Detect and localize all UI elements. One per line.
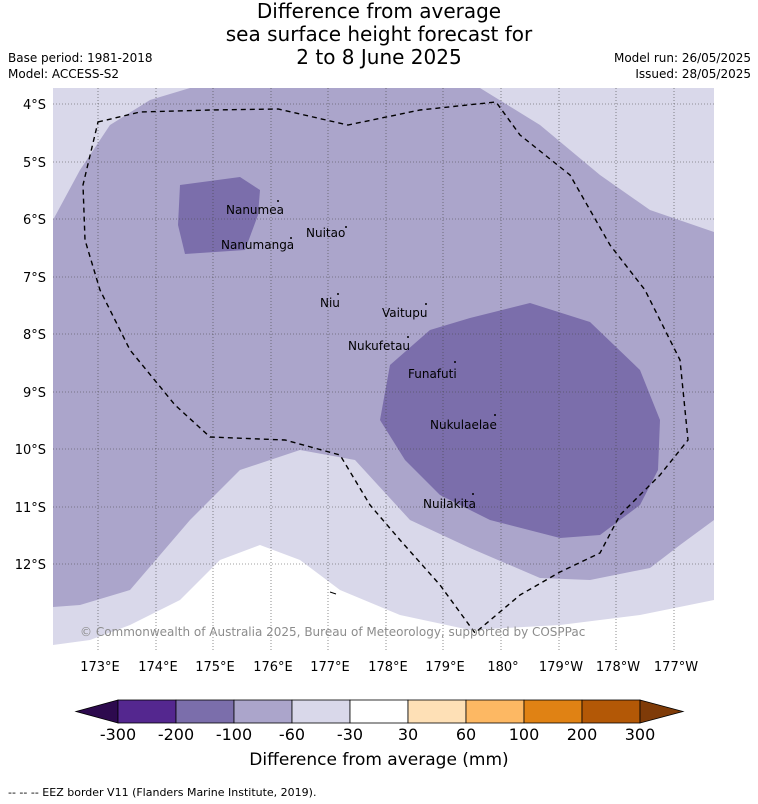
island-dot: [407, 336, 409, 338]
colorbar-segment: [233, 699, 293, 724]
copyright-notice: © Commonwealth of Australia 2025, Bureau…: [80, 625, 585, 639]
island-dot: [425, 303, 427, 305]
colorbar-tick-label: -100: [215, 725, 253, 744]
longitude-labels: 173°E 174°E 175°E 176°E 177°E 178°E 179°E 180° 1…: [80, 660, 698, 675]
lat-label: 7°S: [23, 271, 46, 286]
place-label: Nanumanga: [221, 238, 294, 252]
lat-label: 10°S: [15, 443, 46, 458]
colorbar-title: Difference from average (mm): [249, 750, 509, 770]
place-label: Nukufetau: [348, 339, 410, 353]
place-label: Vaitupu: [382, 306, 428, 320]
place-label: Nukulaelae: [430, 418, 497, 432]
colorbar: [74, 699, 685, 724]
eez-border: [82, 101, 689, 635]
island-speck: [329, 591, 337, 595]
title-line-2: sea surface height forecast for: [225, 22, 533, 46]
place-label: Niu: [320, 296, 340, 310]
colorbar-segment: [407, 699, 467, 724]
issued-date: Issued: 28/05/2025: [635, 67, 751, 81]
contour-band-mid-west: [178, 177, 260, 254]
place-label: Nanumea: [226, 203, 284, 217]
lat-label: 8°S: [23, 328, 46, 343]
lat-label: 6°S: [23, 213, 46, 228]
model-run: Model run: 26/05/2025: [613, 51, 751, 65]
lon-label: 180°: [487, 660, 518, 675]
lon-label: 175°E: [195, 660, 235, 675]
colorbar-segment: [523, 699, 583, 724]
island-dot: [454, 361, 456, 363]
lat-label: 5°S: [23, 156, 46, 171]
island-dot: [494, 414, 496, 416]
colorbar-tick-label: -60: [278, 725, 306, 744]
lon-label: 173°E: [80, 660, 120, 675]
graticule: [53, 88, 714, 651]
lat-label: 4°S: [23, 98, 46, 113]
colorbar-tick-label: -200: [157, 725, 195, 744]
colorbar-segment: [175, 699, 235, 724]
lat-label: 12°S: [15, 558, 46, 573]
colorbar-tick-label: 300: [624, 725, 656, 744]
lon-label: 176°E: [253, 660, 293, 675]
lat-label: 11°S: [15, 501, 46, 516]
lat-label: 9°S: [23, 386, 46, 401]
contour-band-mid-east: [380, 303, 660, 538]
place-labels: Nanumea Nuitao Nanumanga Niu Vaitupu Nukufeta…: [221, 200, 497, 511]
title-line-3: 2 to 8 June 2025: [296, 45, 462, 69]
title-line-1: Difference from average: [256, 0, 502, 23]
latitude-labels: 4°S 5°S 6°S 7°S 8°S 9°S 10°S 11°S 12°S: [15, 98, 46, 573]
colorbar-segment: [117, 699, 177, 724]
colorbar-segment: [581, 699, 641, 724]
place-label: Funafuti: [408, 367, 457, 381]
lon-label: 178°W: [596, 660, 640, 675]
place-label: Nuilakita: [423, 497, 476, 511]
colorbar-extend-high: [639, 699, 685, 724]
lon-label: 179°E: [425, 660, 465, 675]
model-name: Model: ACCESS-S2: [8, 67, 120, 81]
colorbar-tick-label: 30: [397, 725, 419, 744]
lon-label: 177°W: [654, 660, 698, 675]
colorbar-segment: [349, 699, 409, 724]
island-dot: [337, 293, 339, 295]
colorbar-tick-label: 60: [455, 725, 477, 744]
eez-legend-footer: -- -- -- EEZ border V11 (Flanders Marine…: [8, 786, 317, 799]
colorbar-segment: [291, 699, 351, 724]
colorbar-tick-label: -30: [336, 725, 364, 744]
lon-label: 177°E: [310, 660, 350, 675]
island-dot: [345, 226, 347, 228]
island-dot: [290, 237, 292, 239]
island-dot: [472, 493, 474, 495]
colorbar-extend-low: [74, 699, 119, 724]
colorbar-segment: [465, 699, 525, 724]
base-period: Base period: 1981-2018: [8, 51, 153, 65]
colorbar-tick-label: 200: [566, 725, 598, 744]
lon-label: 179°W: [539, 660, 583, 675]
anomaly-map: [53, 88, 714, 651]
colorbar-tick-label: -300: [99, 725, 137, 744]
island-dot: [277, 200, 279, 202]
colorbar-tick-label: 100: [508, 725, 540, 744]
lon-label: 174°E: [138, 660, 178, 675]
lon-label: 178°E: [368, 660, 408, 675]
place-label: Nuitao: [306, 226, 345, 240]
